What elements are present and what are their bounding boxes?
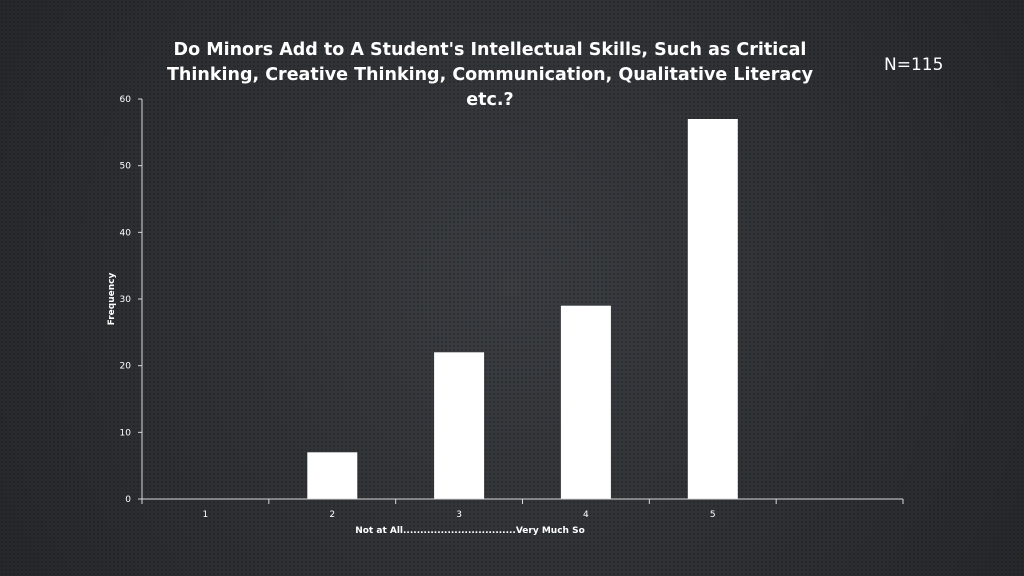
y-axis-title: Frequency bbox=[107, 273, 117, 326]
chart-title-line-1: Do Minors Add to A Student's Intellectua… bbox=[173, 40, 807, 60]
axes-layer bbox=[138, 98, 904, 504]
bar-2 bbox=[307, 452, 358, 499]
chart-title: Do Minors Add to A Student's Intellectua… bbox=[150, 38, 830, 113]
chart-title-line-2: Thinking, Creative Thinking, Communicati… bbox=[167, 65, 813, 110]
x-tick-label-5: 5 bbox=[710, 510, 716, 520]
bars-layer bbox=[307, 119, 738, 499]
y-tick-label-20: 20 bbox=[120, 362, 132, 372]
x-tick-label-4: 4 bbox=[583, 510, 589, 520]
x-tick-label-1: 1 bbox=[203, 510, 209, 520]
x-tick-label-2: 2 bbox=[329, 510, 335, 520]
y-tick-label-30: 30 bbox=[120, 295, 132, 305]
x-axis-title: Not at All..............................… bbox=[355, 526, 585, 536]
y-tick-label-40: 40 bbox=[120, 228, 132, 238]
x-tick-label-3: 3 bbox=[456, 510, 462, 520]
bar-4 bbox=[560, 305, 611, 499]
bar-3 bbox=[434, 352, 485, 499]
sample-size-label: N=115 bbox=[884, 55, 944, 75]
y-tick-label-50: 50 bbox=[120, 162, 132, 172]
y-tick-label-10: 10 bbox=[120, 428, 132, 438]
y-tick-label-60: 60 bbox=[120, 95, 132, 105]
y-tick-label-0: 0 bbox=[125, 495, 131, 505]
labels-layer: 0 10 20 30 40 50 60 1 2 3 4 5 Not at All............… bbox=[107, 95, 716, 536]
bar-5 bbox=[687, 119, 738, 499]
